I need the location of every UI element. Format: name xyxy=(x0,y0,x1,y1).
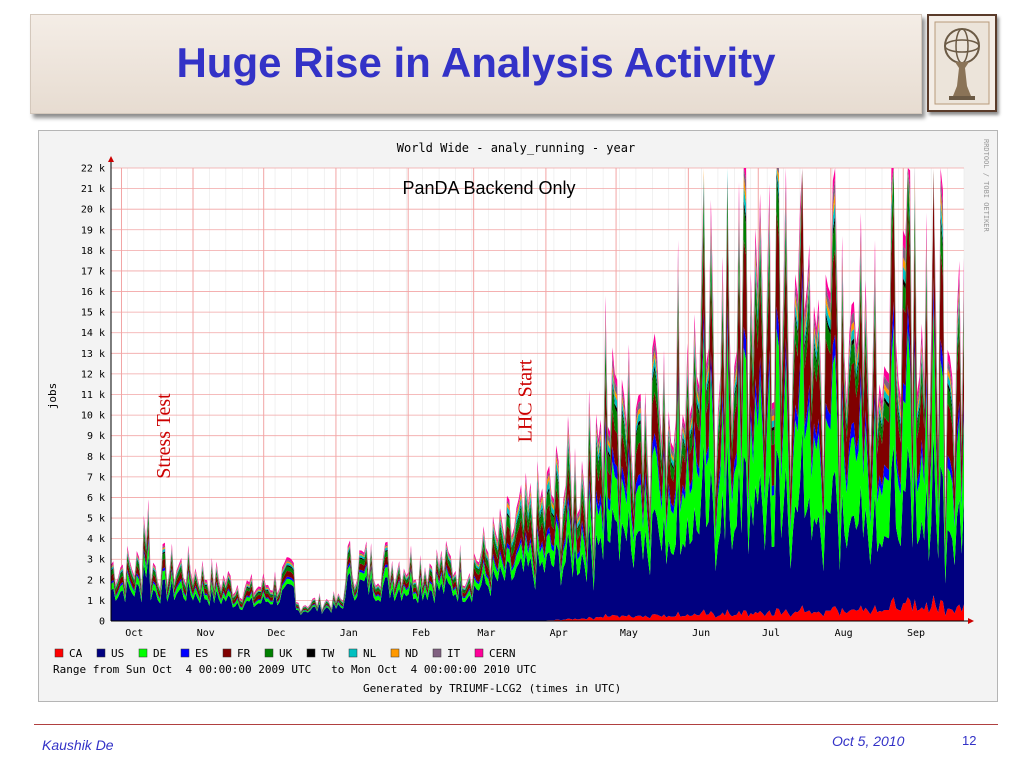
x-tick-label: Jun xyxy=(692,628,710,639)
y-tick-label: 16 k xyxy=(81,287,105,298)
legend-swatch xyxy=(180,648,190,658)
y-tick-label: 11 k xyxy=(81,390,105,401)
legend-label: NL xyxy=(363,647,377,660)
x-tick-label: Mar xyxy=(477,628,495,639)
y-tick-label: 7 k xyxy=(87,472,105,483)
x-tick-label: Nov xyxy=(197,628,215,639)
chart-subtitle: PanDA Backend Only xyxy=(402,178,575,198)
annotation-stress-test: Stress Test xyxy=(153,393,175,479)
y-tick-label: 21 k xyxy=(81,184,105,195)
axes xyxy=(108,156,974,624)
y-axis-label: jobs xyxy=(46,383,59,410)
y-tick-label: 6 k xyxy=(87,493,105,504)
x-tick-label: Dec xyxy=(267,628,285,639)
y-tick-label: 3 k xyxy=(87,555,105,566)
legend: CA US DE ES FR UK TW NL ND IT CERN xyxy=(54,647,516,660)
range-text: Range from Sun Oct 4 00:00:00 2009 UTC t… xyxy=(53,663,536,676)
y-tick-label: 9 k xyxy=(87,431,105,442)
y-tick-label: 15 k xyxy=(81,308,105,319)
slide-title: Huge Rise in Analysis Activity xyxy=(176,39,776,86)
y-tick-label: 17 k xyxy=(81,266,105,277)
atlas-statue-logo xyxy=(934,21,990,105)
series-fr-area xyxy=(111,168,964,614)
legend-label: CERN xyxy=(489,647,516,660)
y-tick-label: 5 k xyxy=(87,514,105,525)
y-tick-label: 22 k xyxy=(81,164,105,175)
y-tick-label: 4 k xyxy=(87,534,105,545)
legend-label: UK xyxy=(279,647,293,660)
y-tick-label: 12 k xyxy=(81,369,105,380)
y-tick-label: 2 k xyxy=(87,575,105,586)
legend-swatch xyxy=(96,648,106,658)
x-axis-arrow xyxy=(968,618,974,624)
legend-swatch xyxy=(54,648,64,658)
legend-swatch xyxy=(348,648,358,658)
x-tick-label: Oct xyxy=(125,628,143,639)
rrdtool-credit: RRDTOOL / TOBI OETIKER xyxy=(982,139,990,233)
generated-text: Generated by TRIUMF-LCG2 (times in UTC) xyxy=(363,682,621,695)
y-tick-label: 1 k xyxy=(87,596,105,607)
legend-swatch xyxy=(390,648,400,658)
legend-label: US xyxy=(111,647,124,660)
footer-date: Oct 5, 2010 xyxy=(832,733,905,749)
y-tick-label: 20 k xyxy=(81,205,105,216)
chart-frame: 0 1 k 2 k 3 k 4 k 5 k 6 k 7 k 8 k 9 k 10 k 11 k 12 k… xyxy=(38,130,998,702)
series-uk-area xyxy=(111,168,964,614)
legend-label: ND xyxy=(405,647,418,660)
y-tick-label: 14 k xyxy=(81,328,105,339)
x-tick-label: May xyxy=(620,628,638,639)
legend-label: TW xyxy=(321,647,335,660)
y-tick-label: 10 k xyxy=(81,411,105,422)
legend-label: ES xyxy=(195,647,208,660)
legend-swatch xyxy=(474,648,484,658)
legend-swatch xyxy=(432,648,442,658)
x-tick-label: Aug xyxy=(835,628,853,639)
chart: 0 1 k 2 k 3 k 4 k 5 k 6 k 7 k 8 k 9 k 10 k 11 k 12 k… xyxy=(46,139,990,695)
legend-label: DE xyxy=(153,647,166,660)
legend-swatch xyxy=(138,648,148,658)
series-us-area xyxy=(111,430,964,621)
legend-swatch xyxy=(306,648,316,658)
page-number: 12 xyxy=(962,733,977,748)
legend-swatch xyxy=(264,648,274,658)
x-tick-label: Feb xyxy=(412,628,430,639)
y-tick-labels: 0 1 k 2 k 3 k 4 k 5 k 6 k 7 k 8 k 9 k 10 k 11 k 12 k… xyxy=(81,164,105,628)
footer-rule xyxy=(34,724,998,725)
x-tick-label: Jan xyxy=(340,628,358,639)
legend-label: IT xyxy=(447,647,461,660)
footer-author: Kaushik De xyxy=(42,737,114,753)
y-axis-arrow xyxy=(108,156,114,162)
chart-title: World Wide - analy_running - year xyxy=(397,141,635,155)
x-tick-label: Sep xyxy=(907,628,925,639)
series-cern-area xyxy=(111,168,964,612)
stacked-areas xyxy=(111,168,964,621)
y-tick-label: 0 xyxy=(99,617,105,628)
y-tick-label: 18 k xyxy=(81,246,105,257)
x-tick-label: Jul xyxy=(762,628,780,639)
annotation-lhc-start: LHC Start xyxy=(515,359,537,442)
y-tick-label: 19 k xyxy=(81,225,105,236)
series-ca-area xyxy=(111,595,964,621)
x-tick-labels: Oct Nov Dec Jan Feb Mar Apr May Jun Jul Aug Sep xyxy=(125,628,925,639)
legend-swatch xyxy=(222,648,232,658)
y-tick-label: 8 k xyxy=(87,452,105,463)
title-banner: Huge Rise in Analysis Activity xyxy=(30,14,922,114)
y-tick-label: 13 k xyxy=(81,349,105,360)
legend-label: FR xyxy=(237,647,251,660)
legend-label: CA xyxy=(69,647,83,660)
x-tick-label: Apr xyxy=(550,628,568,639)
atlas-logo xyxy=(927,14,997,112)
